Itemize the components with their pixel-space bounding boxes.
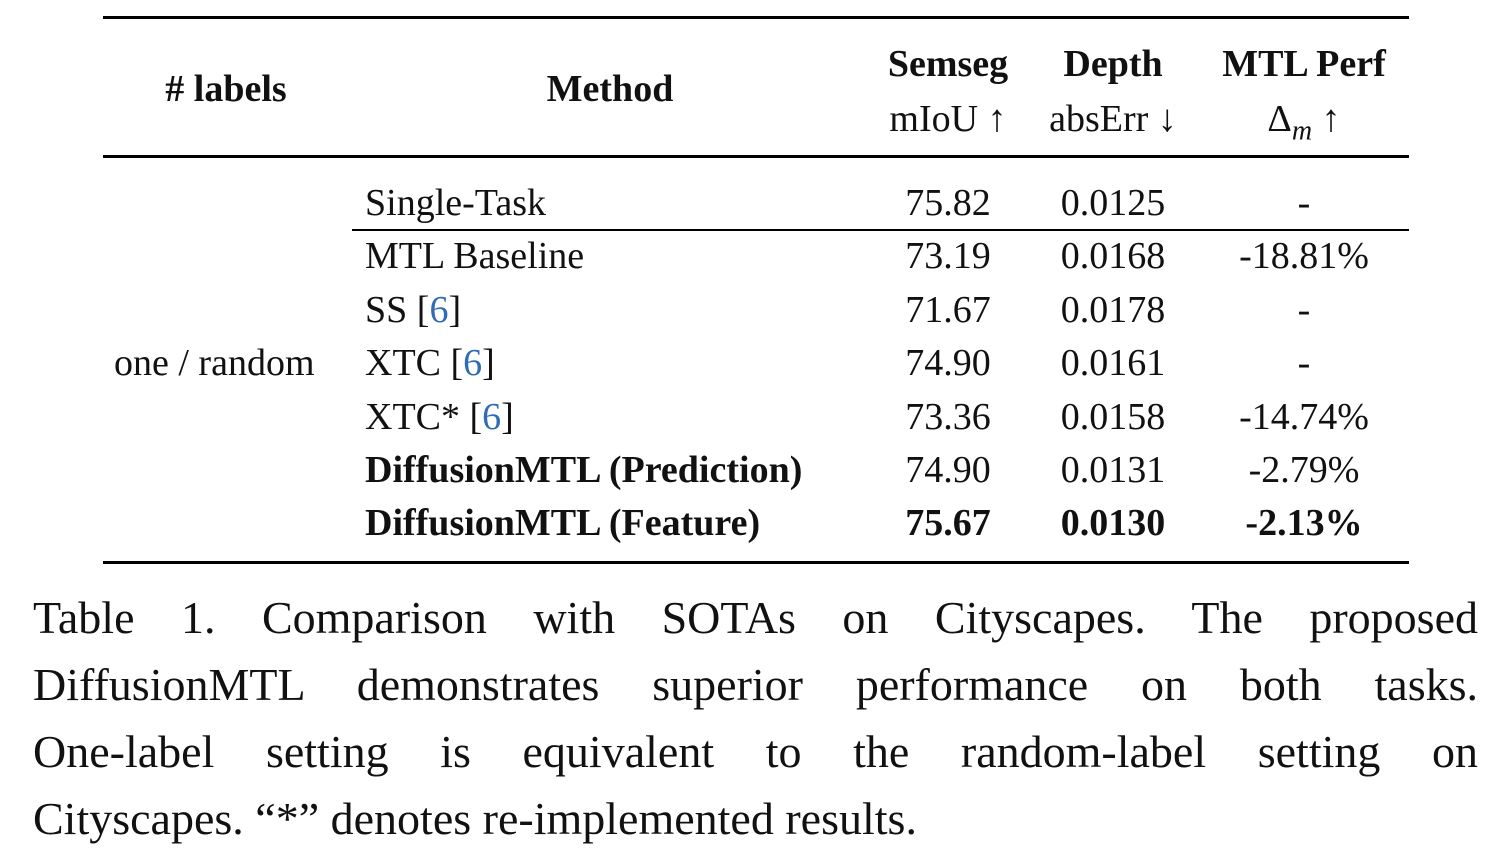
cell-mtl: -2.13% xyxy=(1245,502,1363,544)
delta-symbol: Δ xyxy=(1267,98,1292,140)
cite-open-bracket: [ xyxy=(469,396,483,438)
cell-depth: 0.0178 xyxy=(1060,289,1166,331)
method-name: XTC* xyxy=(365,396,470,438)
bottom-rule xyxy=(103,561,1409,564)
up-arrow: ↑ xyxy=(1321,98,1341,140)
method-name: DiffusionMTL (Feature) xyxy=(365,502,761,544)
cell-depth: 0.0168 xyxy=(1060,235,1166,277)
group-label: one / random xyxy=(114,342,315,384)
cell-mtl: -18.81% xyxy=(1239,235,1369,277)
cell-mtl: - xyxy=(1297,182,1311,224)
cell-mtl: -14.74% xyxy=(1239,396,1369,438)
method-name: XTC xyxy=(365,342,451,384)
caption-line-1: Table 1. Comparison with SOTAs on Citysc… xyxy=(33,592,1478,643)
cell-semseg: 75.67 xyxy=(905,502,991,544)
cite-close-bracket: ] xyxy=(448,289,462,331)
citation-link[interactable]: 6 xyxy=(463,342,483,384)
cell-semseg: 74.90 xyxy=(905,449,991,491)
header-method: Method xyxy=(546,68,674,110)
header-depth-metric: absErr ↓ xyxy=(1049,98,1177,140)
header-mtl: MTL Perf xyxy=(1222,43,1386,85)
table-row-method: XTC* [6] xyxy=(365,398,514,436)
cell-mtl: - xyxy=(1297,289,1311,331)
cell-semseg: 74.90 xyxy=(905,342,991,384)
method-name: SS xyxy=(365,289,417,331)
caption-line-2: DiffusionMTL demonstrates superior perfo… xyxy=(33,659,1478,710)
cell-mtl: -2.79% xyxy=(1248,449,1360,491)
header-depth: Depth xyxy=(1063,43,1163,85)
table-row-method: Single-Task xyxy=(365,184,546,222)
cell-depth: 0.0131 xyxy=(1060,449,1166,491)
method-name: Single-Task xyxy=(365,182,546,224)
table-row-method: SS [6] xyxy=(365,291,461,329)
caption-line-4: Cityscapes. “*” denotes re-implemented r… xyxy=(33,793,917,844)
delta-subscript: m xyxy=(1291,115,1313,147)
cell-semseg: 75.82 xyxy=(905,182,991,224)
cell-mtl: - xyxy=(1297,342,1311,384)
cell-semseg: 73.19 xyxy=(905,235,991,277)
header-semseg: Semseg xyxy=(887,43,1009,85)
method-name: MTL Baseline xyxy=(365,235,585,277)
cite-open-bracket: [ xyxy=(416,289,430,331)
method-name: DiffusionMTL (Prediction) xyxy=(365,449,803,491)
header-labels: # labels xyxy=(165,68,287,110)
cite-open-bracket: [ xyxy=(450,342,464,384)
table-row-method: MTL Baseline xyxy=(365,237,584,275)
top-rule xyxy=(103,16,1409,19)
header-rule xyxy=(103,155,1409,158)
citation-link[interactable]: 6 xyxy=(482,396,502,438)
cell-depth: 0.0125 xyxy=(1060,182,1166,224)
table-row-method: XTC [6] xyxy=(365,344,495,382)
cell-semseg: 73.36 xyxy=(905,396,991,438)
table-caption: Table 1. Comparison with SOTAs on Citysc… xyxy=(33,584,1478,852)
header-mtl-metric: Δm ↑ xyxy=(1267,100,1340,146)
cell-semseg: 71.67 xyxy=(905,289,991,331)
cell-depth: 0.0158 xyxy=(1060,396,1166,438)
cell-depth: 0.0130 xyxy=(1060,502,1166,544)
caption-line-3: One-label setting is equivalent to the r… xyxy=(33,726,1478,777)
cite-close-bracket: ] xyxy=(482,342,495,384)
cell-depth: 0.0161 xyxy=(1060,342,1166,384)
single-task-rule xyxy=(352,229,1409,231)
table-row-method: DiffusionMTL (Prediction) xyxy=(365,451,802,489)
cite-close-bracket: ] xyxy=(501,396,514,438)
header-semseg-metric: mIoU ↑ xyxy=(889,98,1007,140)
citation-link[interactable]: 6 xyxy=(429,289,449,331)
table-row-method: DiffusionMTL (Feature) xyxy=(365,504,760,542)
